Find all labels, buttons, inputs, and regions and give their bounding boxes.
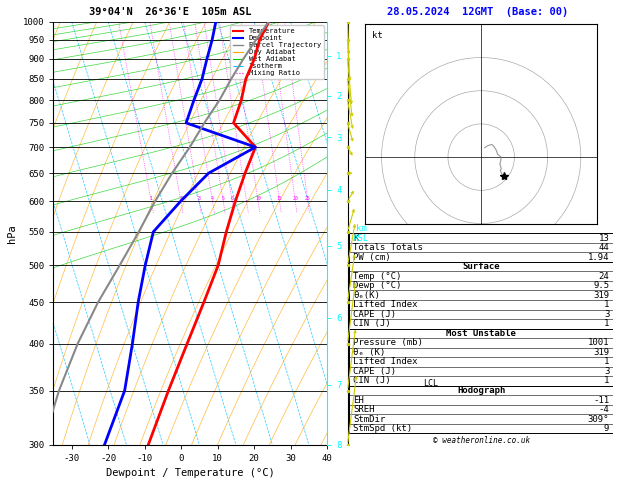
Text: 13: 13 — [599, 234, 610, 243]
Y-axis label: hPa: hPa — [8, 224, 18, 243]
Text: LCL: LCL — [423, 379, 438, 388]
Text: 1: 1 — [604, 300, 610, 309]
Text: 1: 1 — [150, 196, 153, 201]
Text: 39°04'N  26°36'E  105m ASL: 39°04'N 26°36'E 105m ASL — [89, 7, 251, 17]
Text: 1: 1 — [604, 319, 610, 329]
Text: 1: 1 — [604, 357, 610, 366]
Text: 9: 9 — [604, 424, 610, 433]
Text: EH: EH — [353, 396, 364, 404]
Text: StmDir: StmDir — [353, 415, 386, 424]
Text: Hodograph: Hodograph — [457, 386, 505, 395]
Legend: Temperature, Dewpoint, Parcel Trajectory, Dry Adiabat, Wet Adiabat, Isotherm, Mi: Temperature, Dewpoint, Parcel Trajectory… — [230, 25, 323, 79]
Text: 9.5: 9.5 — [593, 281, 610, 290]
Text: 1: 1 — [604, 377, 610, 385]
Text: kt: kt — [372, 31, 382, 39]
Text: K: K — [353, 234, 359, 243]
Text: Most Unstable: Most Unstable — [446, 329, 516, 338]
Text: Lifted Index: Lifted Index — [353, 300, 418, 309]
Text: Dewp (°C): Dewp (°C) — [353, 281, 401, 290]
Text: CAPE (J): CAPE (J) — [353, 310, 396, 319]
FancyBboxPatch shape — [349, 329, 613, 386]
Text: -4: -4 — [599, 405, 610, 414]
Text: StmSpd (kt): StmSpd (kt) — [353, 424, 412, 433]
Text: 309°: 309° — [588, 415, 610, 424]
X-axis label: Dewpoint / Temperature (°C): Dewpoint / Temperature (°C) — [106, 469, 275, 478]
Text: θₑ(K): θₑ(K) — [353, 291, 380, 300]
Text: 1001: 1001 — [588, 338, 610, 347]
Text: CIN (J): CIN (J) — [353, 377, 391, 385]
Text: 1.94: 1.94 — [588, 253, 610, 261]
Text: 44: 44 — [599, 243, 610, 252]
Text: Pressure (mb): Pressure (mb) — [353, 338, 423, 347]
Y-axis label: km
ASL: km ASL — [353, 224, 369, 243]
Text: 24: 24 — [599, 272, 610, 280]
Text: CIN (J): CIN (J) — [353, 319, 391, 329]
Text: Temp (°C): Temp (°C) — [353, 272, 401, 280]
Text: 10: 10 — [255, 196, 261, 201]
Text: 20: 20 — [292, 196, 298, 201]
FancyBboxPatch shape — [349, 233, 613, 262]
Text: Totals Totals: Totals Totals — [353, 243, 423, 252]
Text: Surface: Surface — [462, 262, 500, 271]
Text: 3: 3 — [198, 196, 201, 201]
Text: 15: 15 — [277, 196, 282, 201]
Text: 4: 4 — [211, 196, 214, 201]
Text: CAPE (J): CAPE (J) — [353, 367, 396, 376]
Text: 319: 319 — [593, 348, 610, 357]
Text: 25: 25 — [305, 196, 311, 201]
Text: PW (cm): PW (cm) — [353, 253, 391, 261]
Text: 2: 2 — [179, 196, 182, 201]
Text: 319: 319 — [593, 291, 610, 300]
Text: © weatheronline.co.uk: © weatheronline.co.uk — [433, 436, 530, 445]
Text: θₑ (K): θₑ (K) — [353, 348, 386, 357]
FancyBboxPatch shape — [349, 262, 613, 329]
Text: 5: 5 — [222, 196, 225, 201]
FancyBboxPatch shape — [349, 386, 613, 434]
Text: Lifted Index: Lifted Index — [353, 357, 418, 366]
Text: 6: 6 — [231, 196, 233, 201]
Text: 28.05.2024  12GMT  (Base: 00): 28.05.2024 12GMT (Base: 00) — [387, 7, 569, 17]
Text: 3: 3 — [604, 367, 610, 376]
Text: 3: 3 — [604, 310, 610, 319]
Text: SREH: SREH — [353, 405, 374, 414]
Text: -11: -11 — [593, 396, 610, 404]
